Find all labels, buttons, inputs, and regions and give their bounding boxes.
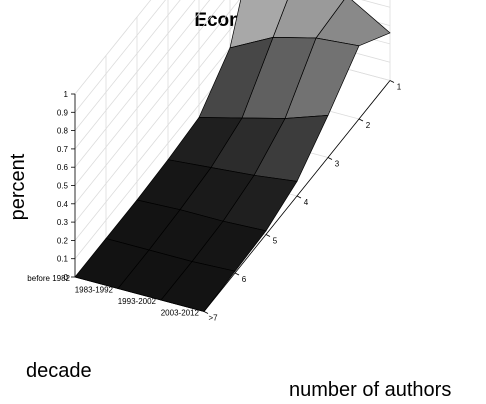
x-tick-label: 4 <box>304 198 309 207</box>
y-tick-label: 1993-2002 <box>118 297 157 306</box>
z-tick-label: 0.7 <box>57 145 69 154</box>
z-tick-label: 0.2 <box>57 236 69 245</box>
z-tick-label: 0.5 <box>57 182 69 191</box>
chart-labels: 0 0.1 0.2 0.3 0.4 0.5 0.6 0.7 0.8 0.9 1 before 1982… <box>27 83 401 323</box>
surface-patch <box>74 238 150 289</box>
x-tick-mark <box>265 234 271 237</box>
x-tick-mark <box>203 311 209 314</box>
z-tick-label: 0.4 <box>57 200 69 209</box>
z-tick-label: 0 <box>64 273 69 282</box>
y-tick-label: before 1982 <box>27 274 70 283</box>
surface-mesh <box>74 0 391 312</box>
z-tick-label: 0.1 <box>57 255 69 264</box>
x-tick-mark <box>389 80 395 83</box>
y-tick-label: 1983-1992 <box>75 286 114 295</box>
z-tick-label: 0.3 <box>57 218 69 227</box>
x-tick-mark <box>296 195 302 199</box>
x-tick-label: 2 <box>366 121 371 130</box>
x-axis-label: number of authors <box>289 379 451 401</box>
y-tick-label: 2003-2012 <box>161 309 200 318</box>
x-tick-label: 1 <box>397 83 402 92</box>
z-tick-label: 0.6 <box>57 163 69 172</box>
x-tick-label: 6 <box>242 275 247 284</box>
z-axis-label: percent <box>7 153 29 220</box>
x-tick-label: 5 <box>273 237 278 246</box>
x-tick-label: 3 <box>335 160 340 169</box>
x-tick-mark <box>358 118 364 122</box>
z-tick-label: 1 <box>64 90 69 99</box>
z-tick-label: 0.9 <box>57 108 69 117</box>
x-tick-mark <box>234 272 240 276</box>
x-tick-mark <box>327 157 333 160</box>
x-tick-label: >7 <box>208 314 218 323</box>
z-tick-label: 0.8 <box>57 127 69 136</box>
y-axis-label: decade <box>26 360 92 382</box>
grid-line <box>361 0 391 8</box>
